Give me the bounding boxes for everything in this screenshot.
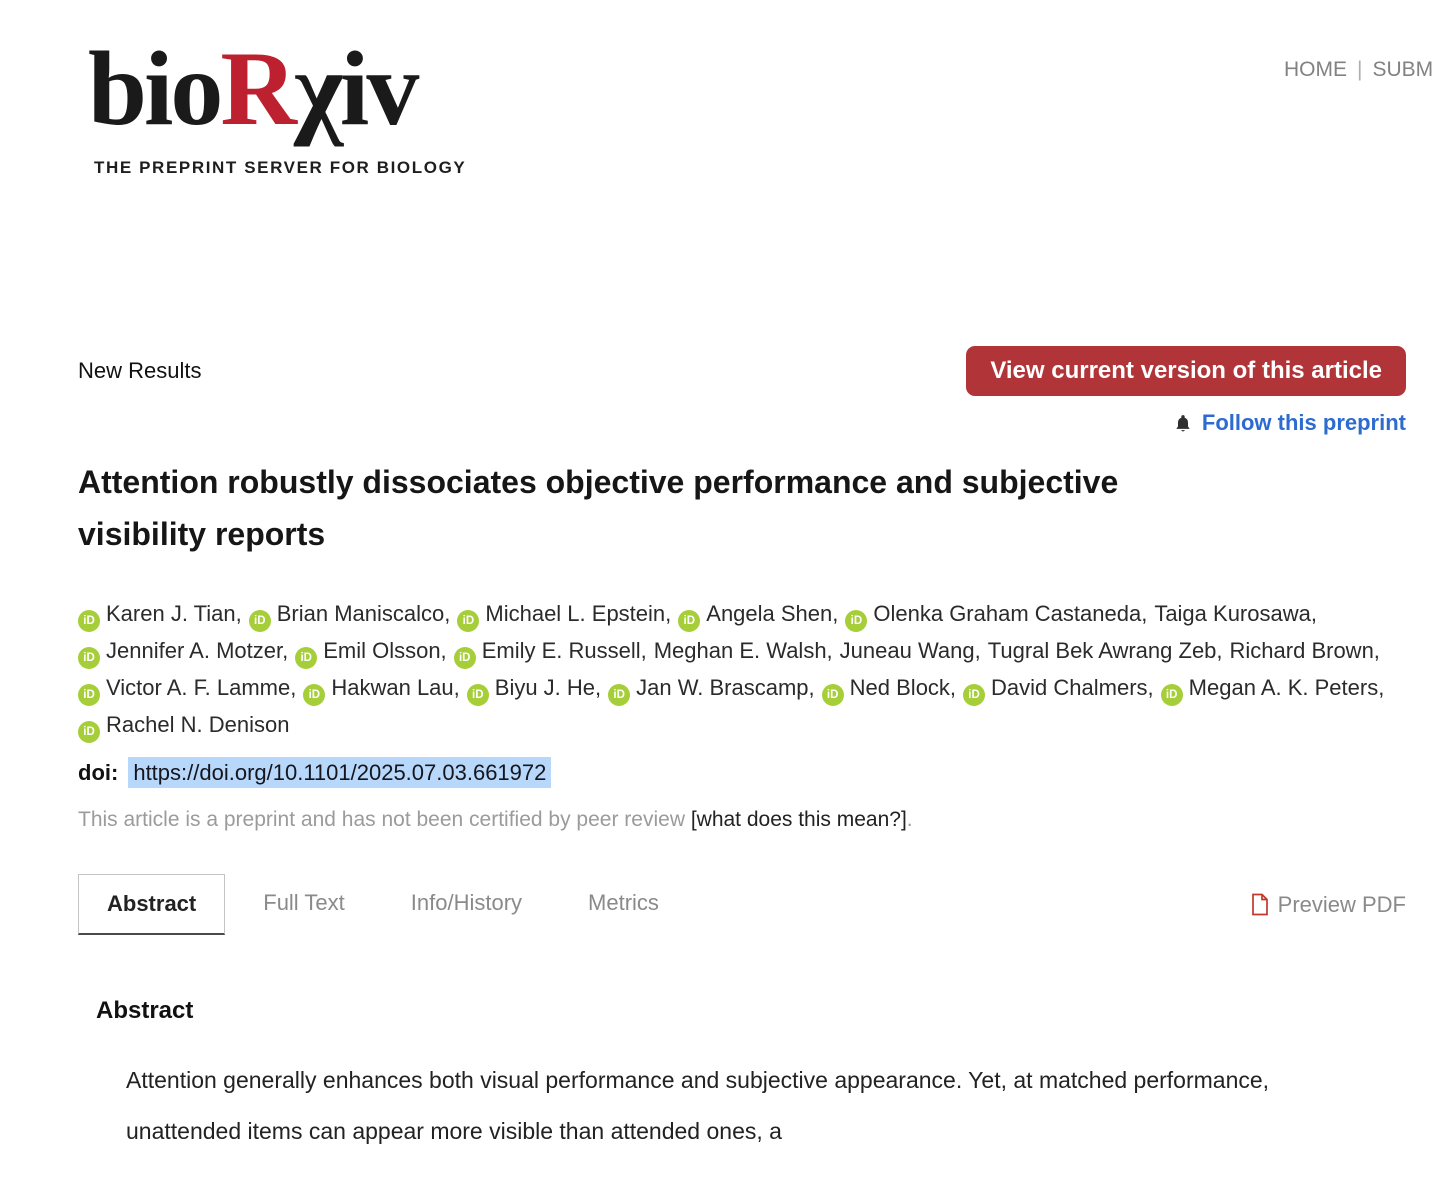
orcid-icon[interactable]: iD (295, 647, 318, 670)
preview-pdf-label: Preview PDF (1277, 891, 1406, 917)
bell-icon (1173, 413, 1193, 434)
orcid-icon[interactable]: iD (963, 684, 986, 707)
biorxiv-logo[interactable]: bioRχiv (88, 36, 419, 142)
author-link[interactable]: iD Michael L. Epstein, (457, 596, 671, 633)
author-link[interactable]: iD Biyu J. He, (466, 670, 602, 707)
abstract-section: Abstract Attention generally enhances bo… (96, 997, 1406, 1157)
follow-preprint-link[interactable]: Follow this preprint (1201, 410, 1406, 435)
author-link[interactable]: Richard Brown, (1230, 633, 1380, 670)
orcid-icon[interactable]: iD (457, 610, 480, 633)
author-link[interactable]: iD Emil Olsson, (295, 633, 447, 670)
author-name: Olenka Graham Castaneda, (873, 601, 1148, 627)
orcid-icon[interactable]: iD (78, 647, 100, 670)
follow-row: Follow this preprint (78, 410, 1406, 436)
what-does-this-mean-link[interactable]: [what does this mean?] (690, 808, 907, 832)
site-header: HOME | SUBM bioRχiv THE PREPRINT SERVER FO… (0, 0, 1436, 178)
orcid-icon[interactable]: iD (678, 610, 701, 633)
orcid-icon[interactable]: iD (303, 684, 326, 707)
preprint-notice-text: This article is a preprint and has not b… (78, 808, 691, 832)
logo-text-xiv: χiv (293, 30, 419, 147)
author-name: Victor A. F. Lamme, (106, 675, 297, 701)
section-label: New Results (78, 358, 202, 383)
abstract-heading: Abstract (96, 997, 194, 1025)
author-name: Megan A. K. Peters, (1188, 675, 1385, 701)
author-name: Emil Olsson, (323, 638, 447, 664)
author-link[interactable]: iD Megan A. K. Peters, (1160, 670, 1385, 707)
article-title: Attention robustly dissociates objective… (78, 464, 1119, 553)
tab-metrics[interactable]: Metrics (588, 890, 659, 916)
author-name: David Chalmers, (991, 675, 1154, 701)
author-name: Hakwan Lau, (331, 675, 460, 701)
author-link[interactable]: Tugral Bek Awrang Zeb, (988, 633, 1223, 670)
author-name: Richard Brown, (1229, 638, 1380, 664)
view-current-version-button[interactable]: View current version of this article (966, 346, 1406, 396)
author-name: Ned Block, (849, 675, 957, 701)
author-name: Biyu J. He, (494, 675, 602, 701)
tab-list: Abstract Full Text Info/History Metrics (78, 874, 697, 936)
orcid-icon[interactable]: iD (608, 684, 631, 707)
tab-bar: Abstract Full Text Info/History Metrics Pre… (78, 874, 1406, 936)
orcid-icon[interactable]: iD (453, 647, 476, 670)
author-link[interactable]: iD Angela Shen, (678, 596, 838, 633)
author-link[interactable]: Meghan E. Walsh, (654, 633, 833, 670)
author-name: Taiga Kurosawa, (1154, 601, 1317, 627)
logo-tagline: THE PREPRINT SERVER FOR BIOLOGY (94, 158, 467, 177)
article-page: New Results View current version of this… (0, 346, 1436, 1157)
orcid-icon[interactable]: iD (1160, 684, 1183, 707)
author-name: Juneau Wang, (839, 638, 981, 664)
article-top-row: New Results View current version of this… (78, 346, 1406, 396)
pdf-icon (1251, 893, 1269, 916)
preprint-notice: This article is a preprint and has not b… (78, 808, 1406, 832)
author-name: Emily E. Russell, (481, 638, 647, 664)
author-list: iD Karen J. Tian, iD Brian Maniscalco, iD Mic… (78, 596, 1406, 744)
author-link[interactable]: iD Olenka Graham Castaneda, (845, 596, 1147, 633)
nav-submit-link[interactable]: SUBM (1372, 58, 1434, 81)
author-name: Michael L. Epstein, (485, 601, 672, 627)
orcid-icon[interactable]: iD (78, 684, 100, 707)
orcid-icon[interactable]: iD (845, 610, 868, 633)
abstract-text: Attention generally enhances both visual… (126, 1067, 1270, 1145)
author-name: Jennifer A. Motzer, (106, 638, 289, 664)
doi-label: doi: (78, 760, 119, 786)
author-link[interactable]: iD Karen J. Tian, (78, 596, 242, 633)
nav-home-link[interactable]: HOME (1284, 58, 1347, 81)
tab-full-text[interactable]: Full Text (263, 890, 345, 916)
orcid-icon[interactable]: iD (821, 684, 844, 707)
tab-info-history[interactable]: Info/History (410, 890, 523, 916)
author-name: Rachel N. Denison (106, 712, 290, 738)
author-name: Angela Shen, (706, 601, 839, 627)
author-name: Brian Maniscalco, (276, 601, 451, 627)
preview-pdf-link[interactable]: Preview PDF (1251, 892, 1406, 918)
author-link[interactable]: iD Ned Block, (821, 670, 957, 707)
orcid-icon[interactable]: iD (78, 721, 100, 744)
orcid-icon[interactable]: iD (466, 684, 489, 707)
author-link[interactable]: iD Victor A. F. Lamme, (78, 670, 296, 707)
author-name: Jan W. Brascamp, (636, 675, 815, 701)
author-link[interactable]: iD David Chalmers, (963, 670, 1154, 707)
preprint-notice-period: . (906, 808, 913, 832)
author-link[interactable]: Taiga Kurosawa, (1154, 596, 1317, 633)
orcid-icon[interactable]: iD (78, 610, 100, 633)
tab-abstract[interactable]: Abstract (78, 874, 226, 936)
orcid-icon[interactable]: iD (248, 610, 271, 633)
author-name: Meghan E. Walsh, (653, 638, 833, 664)
author-link[interactable]: Juneau Wang, (840, 633, 981, 670)
doi-link[interactable]: https://doi.org/10.1101/2025.07.03.66197… (128, 757, 552, 789)
logo-text-bio: bio (88, 30, 223, 147)
nav-separator: | (1357, 58, 1363, 81)
author-link[interactable]: iD Emily E. Russell, (453, 633, 647, 670)
doi-row: doi: https://doi.org/10.1101/2025.07.03.6… (78, 757, 1406, 789)
logo-text-r: R (220, 30, 297, 147)
author-link[interactable]: iD Rachel N. Denison (78, 707, 289, 744)
author-link[interactable]: iD Jennifer A. Motzer, (78, 633, 288, 670)
author-name: Karen J. Tian, (106, 601, 242, 627)
top-nav: HOME | SUBM (1284, 58, 1433, 82)
author-name: Tugral Bek Awrang Zeb, (987, 638, 1223, 664)
author-link[interactable]: iD Jan W. Brascamp, (608, 670, 815, 707)
author-link[interactable]: iD Hakwan Lau, (303, 670, 460, 707)
author-link[interactable]: iD Brian Maniscalco, (248, 596, 451, 633)
